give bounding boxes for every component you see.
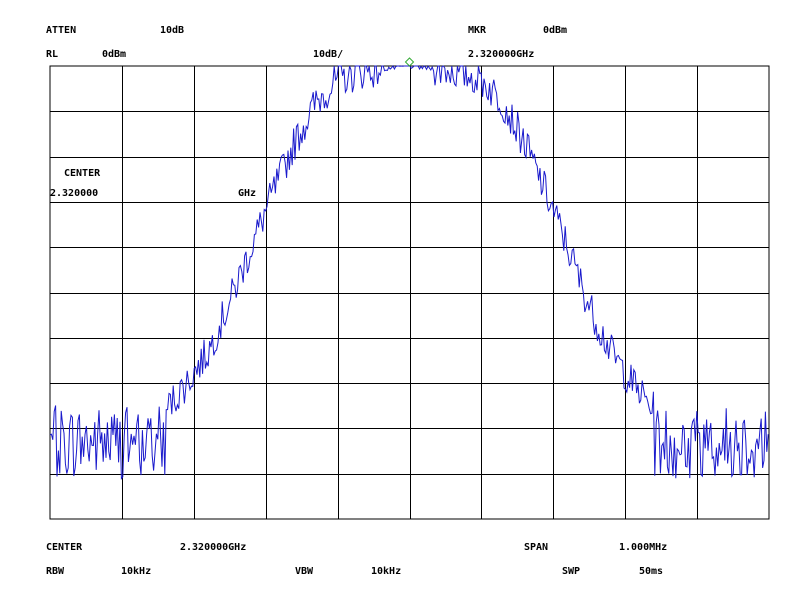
marker-level-value: 0dBm (543, 25, 568, 36)
ref-level-label: RL (46, 49, 59, 60)
overlay-center-unit: GHz (238, 188, 257, 199)
marker-label: MKR (468, 25, 487, 36)
span-value: 1.000MHz (619, 542, 668, 553)
ref-level-value: 0dBm (102, 49, 127, 60)
scale-value: 10dB/ (313, 49, 344, 60)
center-frequency-value: 2.320000GHz (180, 542, 247, 553)
atten-value: 10dB (160, 25, 185, 36)
span-label: SPAN (524, 542, 549, 553)
overlay-center-label: CENTER (64, 168, 101, 179)
rbw-value: 10kHz (121, 566, 152, 577)
center-label: CENTER (46, 542, 83, 553)
sweep-label: SWP (562, 566, 581, 577)
marker-frequency-value: 2.320000GHz (468, 49, 535, 60)
atten-label: ATTEN (46, 25, 77, 36)
rbw-label: RBW (46, 566, 65, 577)
signal-trace (49, 64, 769, 481)
overlay-center-value: 2.320000 (50, 188, 99, 199)
vbw-value: 10kHz (371, 566, 402, 577)
peak-marker-icon (404, 57, 415, 67)
sweep-value: 50ms (639, 566, 664, 577)
vbw-label: VBW (295, 566, 314, 577)
